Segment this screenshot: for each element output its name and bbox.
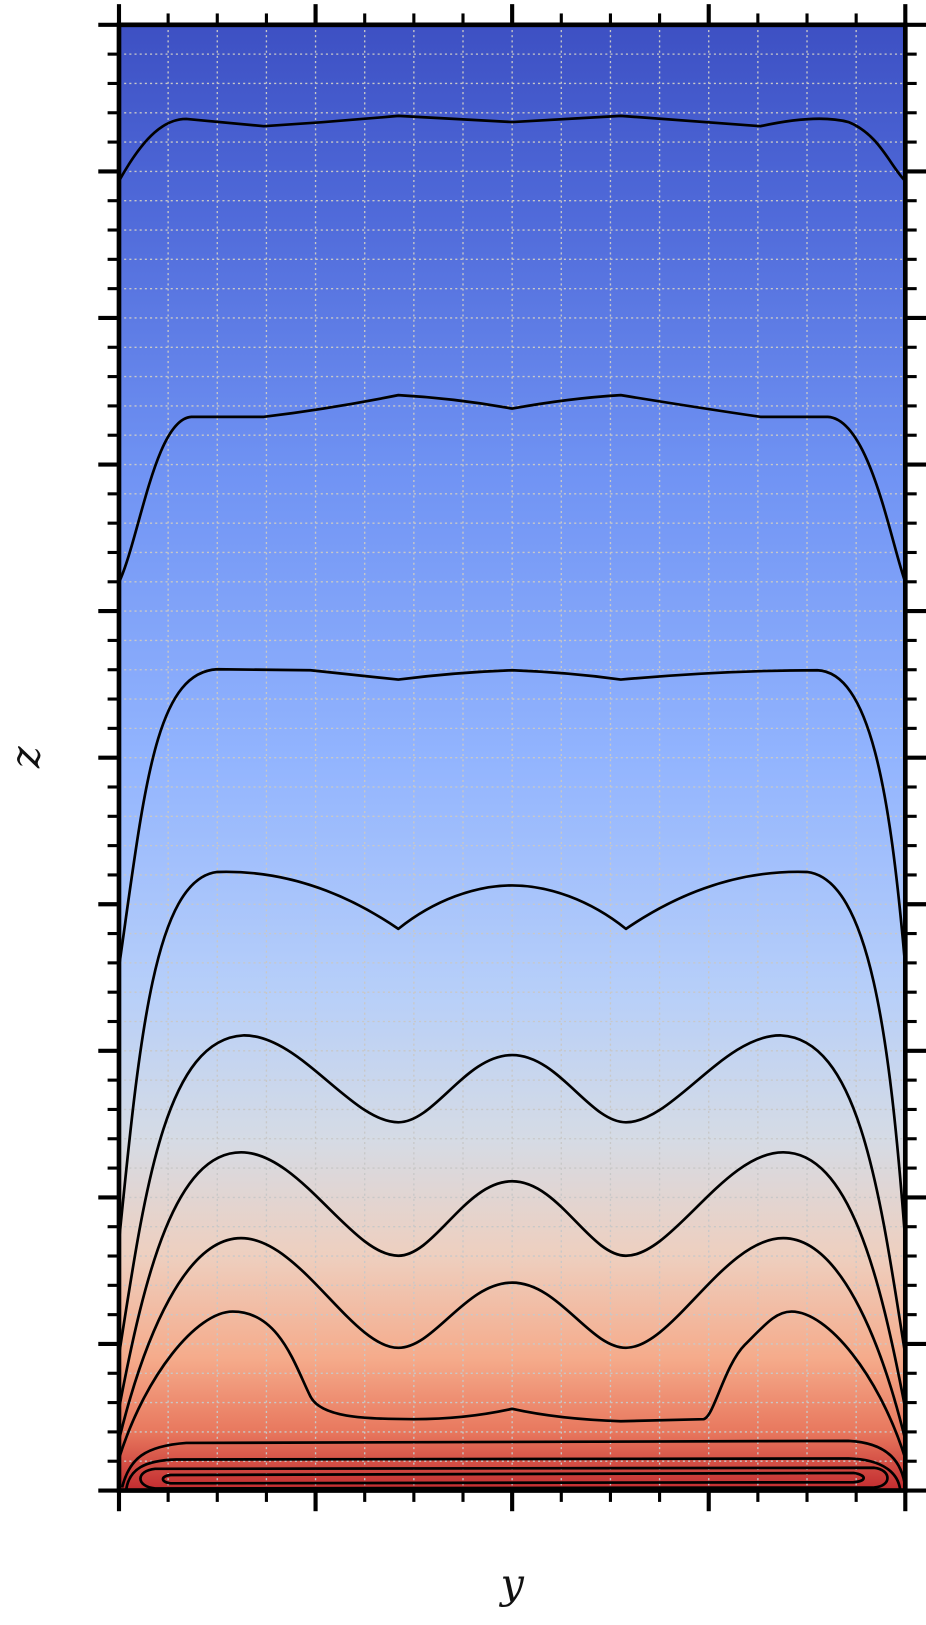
x-axis-label: y bbox=[498, 1560, 524, 1608]
contour-line bbox=[117, 1150, 907, 1410]
ticks bbox=[98, 4, 926, 1512]
grid bbox=[118, 24, 906, 1491]
contour-line bbox=[120, 1439, 907, 1488]
contour-line bbox=[161, 1471, 866, 1485]
contours bbox=[117, 114, 907, 1490]
contour-line bbox=[117, 1310, 907, 1459]
contour-line bbox=[139, 1466, 889, 1490]
contour-line bbox=[117, 667, 907, 968]
contour-line bbox=[124, 1457, 902, 1490]
contour-line bbox=[117, 1034, 907, 1356]
contour-line bbox=[117, 1236, 907, 1441]
contour-line bbox=[117, 393, 907, 583]
contour-line bbox=[117, 870, 907, 1242]
y-axis-label: z bbox=[1, 746, 49, 769]
contour-line bbox=[117, 114, 907, 182]
